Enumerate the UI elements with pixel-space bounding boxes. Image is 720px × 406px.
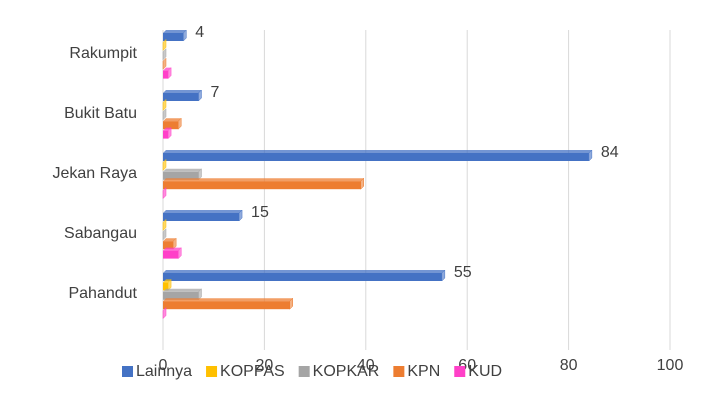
data-label: 15 — [251, 204, 269, 221]
bar — [163, 270, 445, 281]
legend-swatch — [299, 366, 310, 377]
y-tick-label: Jekan Raya — [53, 165, 138, 182]
bar-face — [163, 298, 293, 301]
bar-face — [163, 213, 239, 221]
bar-face — [163, 251, 178, 259]
bar — [163, 90, 201, 101]
bar — [163, 30, 186, 41]
legend-label: KOPKAR — [313, 363, 380, 380]
legend-label: KOPPAS — [220, 363, 285, 380]
legend-label: Lainnya — [136, 363, 192, 380]
data-label: 55 — [454, 264, 472, 281]
bar-face — [163, 71, 168, 79]
bar — [163, 238, 176, 249]
legend-swatch — [122, 366, 133, 377]
x-tick-label: 100 — [657, 357, 684, 374]
chart: 020406080100Rakumpit4Bukit Batu7Jekan Ra… — [0, 0, 720, 406]
bar-face — [163, 178, 364, 181]
bar — [163, 289, 201, 300]
legend-label: KPN — [407, 363, 440, 380]
bar-face — [163, 150, 592, 153]
bar-face — [163, 273, 442, 281]
bar-face — [163, 90, 201, 93]
bar-face — [163, 289, 201, 292]
bar-face — [163, 30, 186, 33]
bar-face — [163, 210, 242, 213]
bar — [163, 210, 242, 221]
bar — [163, 128, 171, 139]
bar — [163, 279, 171, 290]
data-label: 7 — [210, 84, 219, 101]
bar-face — [163, 131, 168, 139]
bar — [163, 178, 364, 189]
bar — [163, 150, 592, 161]
y-tick-label: Pahandut — [68, 285, 137, 302]
bar-face — [163, 93, 198, 101]
bar-face — [163, 169, 201, 172]
legend-swatch — [206, 366, 217, 377]
y-tick-label: Bukit Batu — [64, 105, 137, 122]
bar-face — [163, 301, 290, 309]
bar — [163, 118, 181, 129]
x-tick-label: 80 — [560, 357, 578, 374]
bar-face — [163, 153, 589, 161]
bar — [163, 298, 293, 309]
y-tick-label: Sabangau — [64, 225, 137, 242]
bar — [163, 248, 181, 259]
legend-swatch — [393, 366, 404, 377]
y-tick-label: Rakumpit — [69, 45, 137, 62]
bar — [163, 68, 171, 79]
legend-label: KUD — [468, 363, 502, 380]
bar-face — [163, 181, 361, 189]
data-label: 4 — [195, 24, 204, 41]
data-label: 84 — [601, 144, 619, 161]
bar-face — [163, 270, 445, 273]
bar — [163, 169, 201, 180]
legend-swatch — [454, 366, 465, 377]
